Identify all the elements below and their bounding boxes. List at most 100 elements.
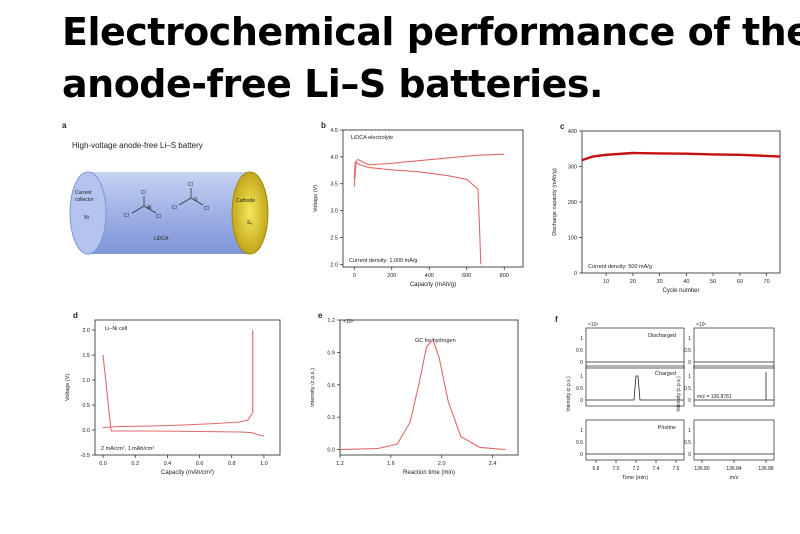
y-tick-label: 0.0 (327, 448, 335, 454)
panel-letter: f (555, 315, 558, 324)
y-tick-label: 1 (688, 428, 691, 434)
y-tick-label: 0.5 (576, 348, 583, 354)
x-axis-label: Capacity (mAh/g) (410, 282, 456, 288)
panel-a-letter: a (62, 121, 67, 130)
left-subpanel-frame (585, 365, 685, 407)
ni-label: Ni (84, 215, 89, 221)
y-axis-label: Voltage (V) (65, 374, 71, 401)
x-tick-label: 6.8 (593, 466, 600, 472)
mz-label: m/z = 136.8781 (697, 394, 732, 400)
panel-letter: b (321, 121, 326, 130)
y-tick-label: 0 (688, 398, 691, 404)
y-tick-label: 0 (688, 452, 691, 458)
annotation: LiDCA electrolyte (351, 135, 393, 141)
y-tick-label: 0.5 (576, 440, 583, 446)
y-axis-label: Voltage (V) (313, 185, 319, 212)
y-tick-label: 0.3 (327, 415, 335, 421)
y-tick-label: 100 (568, 236, 577, 242)
x-tick-label: 0.2 (131, 461, 139, 467)
battery-cylinder-body (88, 172, 250, 254)
panel-letter: c (560, 122, 565, 131)
x-tick-label: 40 (683, 279, 689, 285)
collector-label-1: Current (75, 190, 92, 196)
x-tick-label: 1.2 (336, 461, 344, 467)
s8-label: S₈ (247, 220, 252, 226)
panel-f: f Discharged 0 0 0.5 0.5 1 1 Charged 0 0 0.5 0.5 1 1 m/… (555, 315, 775, 481)
x-tick-label: 136.84 (726, 466, 742, 472)
x-tick-label: 7.2 (633, 466, 640, 472)
y-tick-label: 1 (580, 336, 583, 342)
y-scale-label: ×10⁷ (696, 322, 706, 328)
annotation: Li–Ni cell (105, 326, 127, 332)
collector-label-2: collector (75, 197, 94, 203)
panel-letter: e (318, 311, 323, 320)
panel-b: b 0 200 400 600 800 2.0 2.5 3.0 3.5 4.0 4.5 Capacity… (313, 121, 524, 288)
y-scale-label: ×10⁷ (588, 322, 598, 328)
panel-letter: d (73, 311, 78, 320)
x-tick-label: 60 (737, 279, 743, 285)
y-tick-label: 0 (574, 271, 577, 277)
subpanel-label: Pristine (658, 425, 676, 431)
y-tick-label: 0.0 (82, 428, 90, 434)
note: Current density: 500 mA/g (588, 264, 652, 270)
x-tick-label: 0.4 (164, 461, 172, 467)
x-tick-label: 2.0 (438, 461, 446, 467)
y-tick-label: 0.9 (327, 350, 335, 356)
cathode-label: Cathode (236, 198, 255, 204)
series-line-1 (339, 338, 506, 451)
charged-peak (586, 375, 684, 401)
y-tick-label: 0.5 (82, 403, 90, 409)
x-tick-label: 7.4 (653, 466, 660, 472)
y-tick-label: 1 (688, 374, 691, 380)
x-tick-label: 20 (630, 279, 636, 285)
x-tick-label: 200 (387, 273, 396, 279)
panel-e: e 1.2 1.6 2.0 2.4 0.0 0.3 0.6 0.9 1.2 Reaction tim… (310, 311, 519, 476)
figure-title: Electrochemical performance of the anode… (62, 6, 800, 110)
panel-a-heading: High-voltage anode-free Li–S battery (72, 141, 203, 150)
y-tick-label: 1 (688, 336, 691, 342)
x-tick-label: 1.0 (260, 461, 268, 467)
y-tick-label: 0 (580, 452, 583, 458)
x-tick-label: 600 (462, 273, 471, 279)
x-tick-label: 136.80 (694, 466, 710, 472)
x-tick-label: 70 (764, 279, 770, 285)
atom-al: Al (147, 205, 151, 211)
y-tick-label: 1.2 (327, 318, 335, 324)
x-tick-label: 136.88 (758, 466, 774, 472)
y-tick-label: 1 (580, 374, 583, 380)
atom-cl-3: Cl (156, 214, 161, 220)
y-tick-label: 300 (568, 165, 577, 171)
y-tick-label: 0.5 (684, 440, 691, 446)
series-line-2 (102, 330, 254, 429)
plot-frame (94, 319, 281, 456)
y-axis-label-right: Intensity (c.p.s.) (676, 376, 682, 412)
y-axis-label: Intensity (c.p.s.) (566, 376, 572, 412)
x-axis-label: Cycle number (662, 288, 699, 294)
panel-c: c 10 20 30 40 50 60 70 0 100 200 300 400 Cycle number… (552, 122, 781, 294)
note: 2 mA/cm², 1 mAh/cm² (101, 446, 154, 452)
series-line-1 (102, 354, 265, 437)
atom-s: S (194, 197, 198, 203)
y-tick-label: 2.0 (82, 328, 90, 334)
y-tick-label: 3.0 (330, 209, 338, 215)
y-tick-label: 0.5 (684, 348, 691, 354)
x-axis-label: Reaction time (min) (403, 470, 455, 476)
subpanel-label: Charged (655, 371, 676, 377)
y-tick-label: 400 (568, 129, 577, 135)
title-line-1: Electrochemical performance of the (62, 10, 800, 54)
y-axis-label: Intensity (c.p.s.) (310, 368, 316, 407)
x-tick-label: 7.6 (673, 466, 680, 472)
x-tick-label: 400 (425, 273, 434, 279)
salt-label: LiDCA (154, 236, 169, 242)
series-line-1 (581, 151, 781, 162)
x-axis-label-right: m/z (730, 475, 739, 481)
y-tick-label: 0.5 (684, 386, 691, 392)
y-tick-label: -0.5 (81, 453, 90, 459)
x-tick-label: 0.8 (228, 461, 236, 467)
left-subpanel-frame (585, 419, 685, 461)
x-tick-label: 2.4 (489, 461, 497, 467)
x-axis-label: Capacity (mAh/cm²) (161, 470, 214, 476)
y-tick-label: 0.5 (576, 386, 583, 392)
x-tick-label: 7.0 (613, 466, 620, 472)
